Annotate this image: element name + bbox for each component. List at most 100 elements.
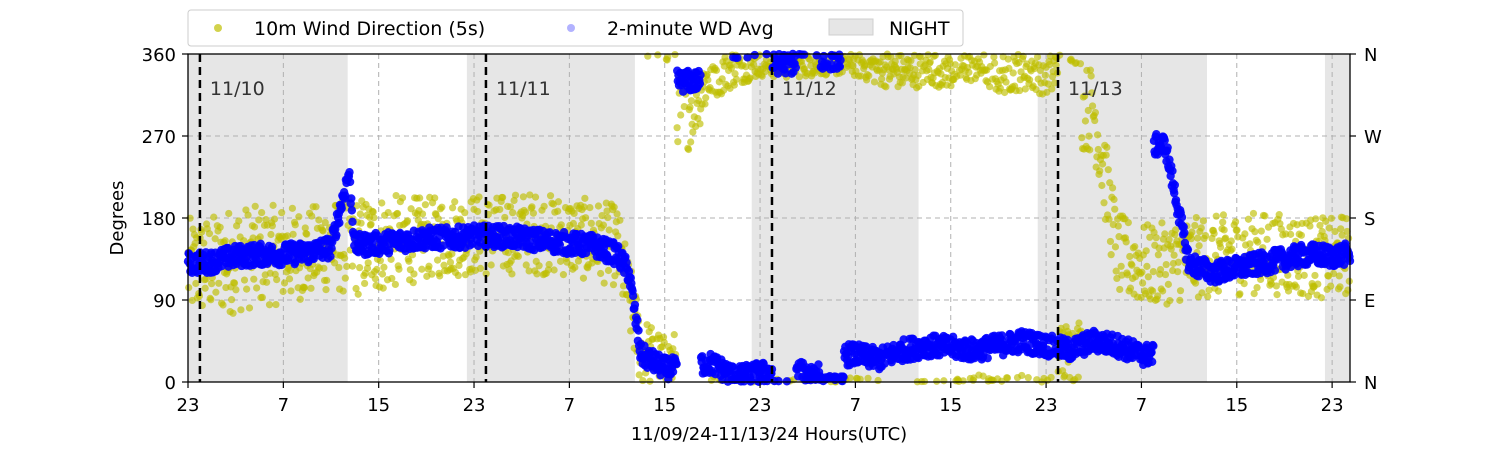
wind-direction-point <box>1263 235 1271 243</box>
wind-direction-point <box>267 230 275 239</box>
wind-direction-point <box>646 377 654 385</box>
wind-direction-point <box>1314 280 1322 288</box>
wind-direction-point <box>554 198 563 206</box>
wd-avg-point <box>839 372 848 382</box>
wind-direction-point <box>882 83 890 91</box>
wind-direction-point <box>730 81 738 89</box>
wind-direction-point <box>288 204 297 212</box>
wind-direction-point <box>1273 291 1281 299</box>
wind-direction-point <box>627 327 635 335</box>
wd-avg-point <box>368 238 377 248</box>
wind-direction-point <box>272 300 280 309</box>
wind-direction-point <box>1204 292 1212 301</box>
wd-avg-point <box>668 367 678 376</box>
wind-direction-point <box>587 219 595 227</box>
y-tick-label: 180 <box>142 209 176 230</box>
wind-direction-point <box>1337 225 1345 233</box>
wind-direction-point <box>339 287 347 295</box>
wind-direction-point <box>669 345 677 353</box>
wind-direction-point <box>341 254 349 262</box>
wind-direction-point <box>244 211 252 219</box>
wind-direction-point <box>451 198 459 206</box>
wind-direction-point <box>604 213 612 222</box>
wd-avg-point <box>1160 136 1169 145</box>
wind-direction-point <box>1254 238 1262 246</box>
wind-direction-point <box>1124 271 1132 279</box>
wind-direction-point <box>1114 222 1122 230</box>
wind-direction-point <box>221 237 229 245</box>
wd-avg-point <box>695 79 705 88</box>
wind-direction-point <box>1051 79 1059 87</box>
wd-avg-point <box>836 55 845 65</box>
wind-direction-point <box>887 53 895 61</box>
wind-direction-point <box>1098 160 1107 168</box>
wd-avg-point <box>696 70 705 80</box>
wind-direction-point <box>343 262 351 271</box>
wind-direction-point <box>323 276 331 284</box>
wind-direction-point <box>702 94 710 102</box>
wind-direction-point <box>1312 215 1320 223</box>
wind-direction-point <box>286 266 294 274</box>
right-axis-label: N <box>1364 373 1377 394</box>
wind-direction-point <box>540 202 548 210</box>
wd-avg-point <box>1168 166 1177 176</box>
wind-direction-point <box>1311 271 1319 280</box>
wind-direction-point <box>621 240 629 248</box>
wind-direction-point <box>654 51 662 59</box>
wind-direction-point <box>1016 86 1024 95</box>
wind-direction-point <box>211 235 219 243</box>
wind-direction-point <box>348 262 357 270</box>
wind-direction-point <box>409 279 417 287</box>
wind-direction-point <box>283 232 291 240</box>
wind-direction-point <box>742 63 750 71</box>
wind-direction-point <box>1299 289 1307 298</box>
wind-direction-point <box>1228 245 1236 253</box>
wind-direction-point <box>1159 287 1167 295</box>
wind-direction-point <box>289 230 297 238</box>
wind-direction-point <box>363 264 372 272</box>
wind-direction-point <box>448 250 456 258</box>
wind-direction-point <box>898 79 906 87</box>
wind-direction-point <box>925 65 933 74</box>
wind-direction-point <box>475 193 483 201</box>
wind-direction-point <box>616 216 624 224</box>
wind-direction-point <box>454 271 462 280</box>
wind-direction-point <box>262 216 270 224</box>
x-tick-label: 7 <box>1136 395 1147 416</box>
wind-direction-point <box>1246 240 1254 248</box>
wind-direction-point <box>243 285 251 293</box>
wind-direction-point <box>1198 289 1206 297</box>
wind-direction-point <box>371 275 379 283</box>
wind-direction-point <box>1110 195 1118 204</box>
wind-direction-point <box>237 306 245 314</box>
wind-direction-point <box>544 266 552 274</box>
wind-direction-point <box>603 207 611 215</box>
wind-direction-point <box>373 265 381 273</box>
wind-direction-point <box>1104 166 1112 174</box>
wind-direction-point <box>1300 271 1308 279</box>
wind-direction-point <box>192 279 200 288</box>
wind-direction-point <box>761 68 769 76</box>
wd-avg-point <box>782 377 792 386</box>
wind-direction-point <box>951 61 959 69</box>
wd-avg-point <box>819 51 829 61</box>
wind-direction-point <box>1210 229 1218 238</box>
wd-avg-point <box>634 326 643 335</box>
wind-direction-point <box>440 261 448 269</box>
wind-direction-point <box>496 205 504 214</box>
wind-direction-point <box>1171 226 1180 234</box>
wind-direction-point <box>846 374 854 382</box>
wind-direction-point <box>1091 108 1100 117</box>
wind-direction-point <box>1116 285 1124 294</box>
wind-direction-point <box>232 286 240 294</box>
wind-direction-point <box>1103 143 1111 151</box>
wind-direction-point <box>1331 227 1339 236</box>
wind-direction-point <box>1197 224 1205 232</box>
wind-direction-point <box>1240 280 1248 288</box>
wind-direction-point <box>425 262 433 270</box>
wind-direction-point <box>580 203 588 211</box>
legend-marker-night <box>828 18 874 36</box>
wind-direction-point <box>684 145 693 154</box>
wind-direction-point <box>701 100 709 108</box>
wind-direction-point <box>514 252 522 261</box>
